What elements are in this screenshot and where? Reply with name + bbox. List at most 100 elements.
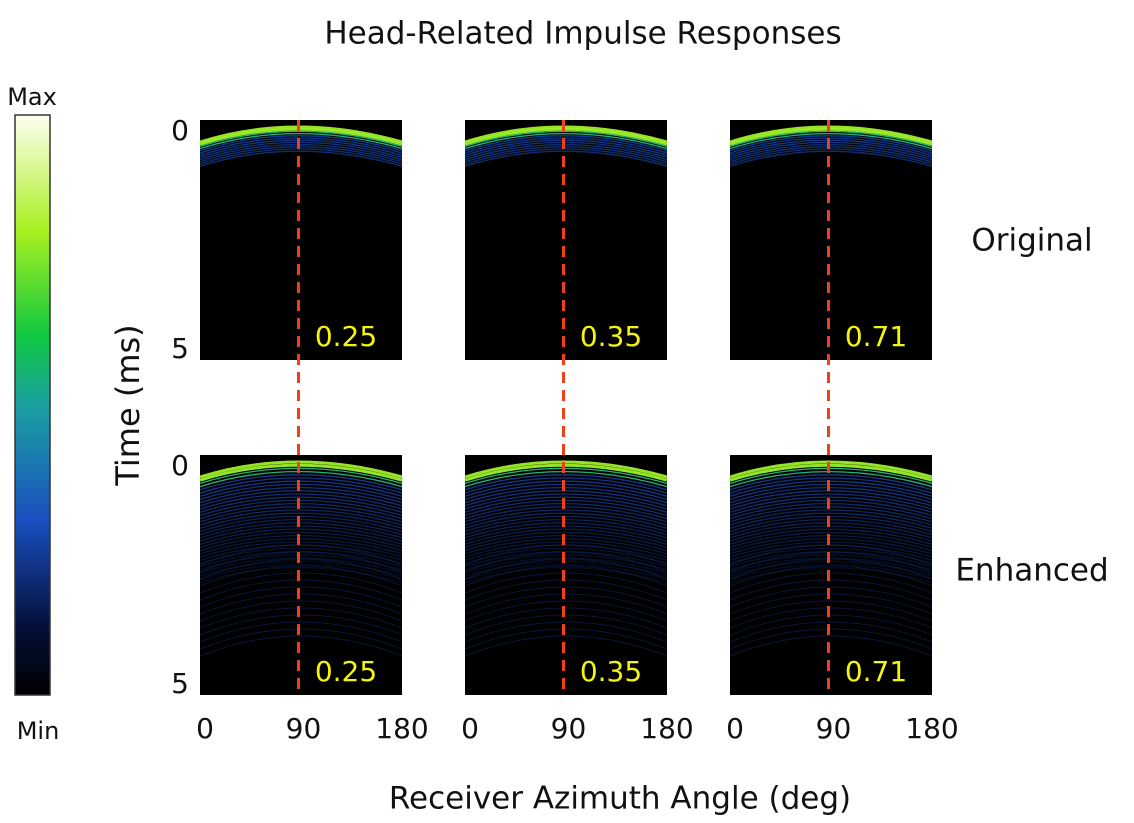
response-curve: [199, 477, 403, 494]
response-curve: [729, 579, 933, 601]
response-curve: [464, 565, 668, 587]
x-tick-label: 90: [286, 712, 322, 745]
response-curve: [199, 628, 403, 650]
colorbar-max: Max: [7, 83, 57, 111]
response-curve: [199, 551, 403, 568]
response-curve: [199, 572, 403, 594]
response-curve: [464, 135, 668, 152]
response-curve: [729, 528, 933, 545]
response-curve: [199, 509, 403, 526]
title: Head-Related Impulse Responses: [324, 16, 841, 52]
response-curve: [199, 133, 403, 150]
response-curve: [464, 607, 668, 629]
response-curve: [729, 572, 933, 594]
x-axis-label: Receiver Azimuth Angle (deg): [389, 781, 851, 817]
response-curve: [464, 150, 668, 167]
response-curve: [199, 586, 403, 608]
response-curve: [199, 579, 403, 601]
heatmap: [730, 120, 932, 360]
response-curve: [199, 607, 403, 629]
response-curve: [199, 563, 403, 581]
response-curve: [729, 130, 933, 148]
response-curve: [464, 509, 668, 526]
response-curve: [464, 551, 668, 573]
x-tick-label: 0: [196, 712, 214, 745]
row-label: Original: [971, 223, 1092, 259]
response-curve: [729, 477, 933, 494]
response-curve: [729, 544, 933, 566]
response-curve: [464, 586, 668, 608]
panel-value: 0.35: [580, 320, 642, 353]
panel-value: 0.71: [845, 320, 907, 353]
y-tick-label: 5: [171, 667, 189, 700]
response-curve: [199, 567, 403, 584]
x-tick-label: 180: [905, 712, 958, 745]
response-curve: [199, 474, 403, 491]
response-curve: [464, 148, 668, 165]
response-curve: [199, 496, 403, 513]
response-curve: [199, 565, 403, 587]
x-tick-label: 180: [640, 712, 693, 745]
y-tick-label: 0: [171, 449, 189, 482]
response-curve: [464, 496, 668, 513]
response-curve: [729, 621, 933, 643]
response-curve: [199, 148, 403, 165]
response-curve: [199, 130, 403, 148]
response-curve: [729, 133, 933, 150]
response-curve: [464, 600, 668, 622]
response-curve: [199, 635, 403, 657]
response-curve: [464, 635, 668, 657]
heatmap: [200, 120, 402, 360]
response-curve: [464, 551, 668, 568]
response-curve: [729, 586, 933, 608]
response-curve: [199, 547, 403, 565]
response-curve: [464, 579, 668, 601]
x-tick-label: 180: [375, 712, 428, 745]
x-tick-label: 0: [461, 712, 479, 745]
response-curve: [729, 509, 933, 526]
response-curve: [729, 150, 933, 167]
response-curve: [199, 150, 403, 167]
response-curve: [729, 547, 933, 565]
x-tick-label: 90: [551, 712, 587, 745]
response-curve: [464, 567, 668, 584]
panel-value: 0.25: [315, 655, 377, 688]
panel-value: 0.35: [580, 655, 642, 688]
response-curve: [199, 614, 403, 636]
response-curve: [464, 558, 668, 580]
colorbar-min: Min: [17, 717, 60, 745]
response-curve: [199, 544, 403, 561]
response-curve: [464, 130, 668, 148]
x-tick-label: 0: [726, 712, 744, 745]
response-curve: [729, 551, 933, 568]
response-curve: [464, 512, 668, 529]
row-label: Enhanced: [955, 553, 1108, 589]
response-curve: [729, 551, 933, 573]
response-curve: [464, 544, 668, 566]
response-curve: [729, 496, 933, 513]
response-curve: [729, 614, 933, 636]
response-curve: [464, 474, 668, 491]
response-curve: [464, 528, 668, 545]
response-curve: [729, 544, 933, 561]
response-curve: [464, 614, 668, 636]
response-curve: [729, 474, 933, 491]
response-curve: [464, 531, 668, 549]
response-curve: [729, 567, 933, 584]
response-curve: [729, 558, 933, 580]
response-curve: [729, 565, 933, 587]
response-curve: [464, 133, 668, 150]
response-curve: [199, 528, 403, 545]
x-tick-label: 90: [816, 712, 852, 745]
response-curve: [729, 148, 933, 165]
response-curve: [464, 547, 668, 565]
response-curve: [199, 558, 403, 580]
y-axis-label: Time (ms): [109, 324, 147, 486]
response-curve: [199, 600, 403, 622]
response-curve: [729, 635, 933, 657]
panel-value: 0.25: [315, 320, 377, 353]
response-curve: [199, 135, 403, 152]
response-curve: [729, 628, 933, 650]
response-curve: [729, 135, 933, 152]
response-curve: [199, 593, 403, 615]
